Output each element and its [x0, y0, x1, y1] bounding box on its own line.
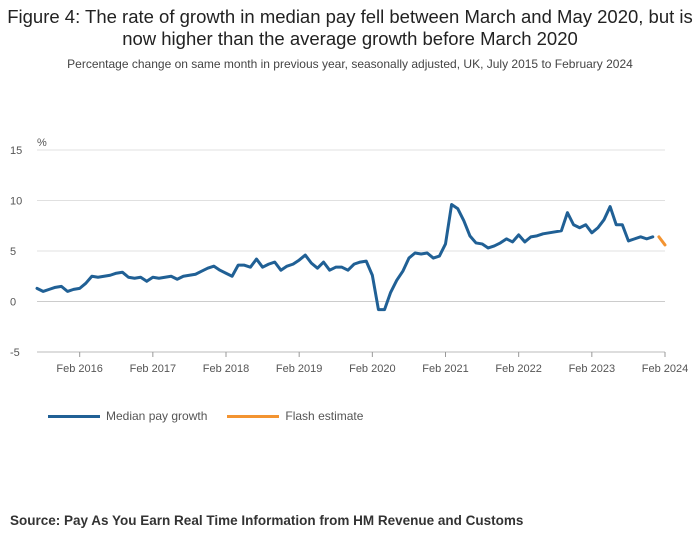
x-tick-label: Feb 2017 [130, 363, 176, 375]
y-tick-label: -5 [10, 347, 20, 359]
axis-ticks: 15 10 5 0 -5% Feb 2016 Feb 2017 Feb 2018 Feb 201… [10, 137, 688, 375]
line-chart: 15 10 5 0 -5% Feb 2016 Feb 2017 Feb 2018 Feb 201… [10, 137, 688, 375]
x-tick-label: Feb 2023 [569, 363, 615, 375]
x-tick-label: Feb 2024 [642, 363, 688, 375]
legend: Median pay growth Flash estimate [48, 409, 383, 423]
legend-label-median: Median pay growth [106, 409, 208, 423]
x-tick-label: Feb 2020 [349, 363, 395, 375]
y-tick-label: 15 [10, 145, 22, 157]
gridlines [37, 149, 666, 357]
legend-item-flash: Flash estimate [227, 409, 363, 423]
x-tick-label: Feb 2018 [203, 363, 249, 375]
series-lines [35, 203, 667, 312]
y-tick-label: 0 [10, 297, 16, 309]
x-tick-label: Feb 2019 [276, 363, 322, 375]
source-note: Source: Pay As You Earn Real Time Inform… [10, 513, 524, 528]
y-tick-label: 10 [10, 196, 22, 208]
chart-title: Figure 4: The rate of growth in median p… [7, 6, 693, 49]
x-tick-label: Feb 2016 [56, 363, 102, 375]
series-line-flash-estimate [657, 235, 667, 247]
legend-item-median: Median pay growth [48, 409, 207, 423]
x-tick-label: Feb 2022 [495, 363, 541, 375]
x-tick-label: Feb 2021 [422, 363, 468, 375]
legend-label-flash: Flash estimate [285, 409, 364, 423]
y-tick-label: 5 [10, 246, 16, 258]
legend-swatch-median [48, 414, 100, 418]
legend-swatch-flash [227, 414, 280, 418]
y-axis-unit: % [37, 137, 47, 149]
series-line-median-pay-growth [35, 203, 655, 312]
chart-subtitle: Percentage change on same month in previ… [67, 57, 633, 71]
